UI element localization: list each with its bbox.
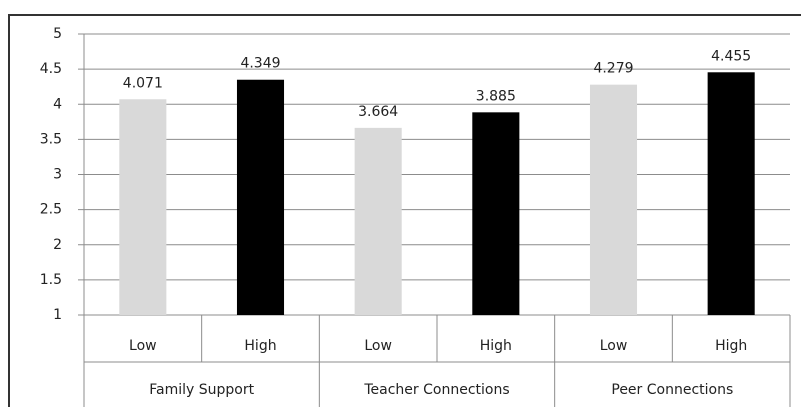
y-tick-label: 3.5	[40, 131, 62, 147]
x-tick-label: High	[244, 338, 276, 354]
bar	[707, 72, 755, 315]
value-label: 4.279	[593, 61, 633, 77]
y-tick-label: 3	[53, 167, 62, 183]
value-label: 4.455	[711, 48, 751, 64]
y-tick-label: 2.5	[40, 202, 62, 218]
bar	[119, 99, 167, 315]
y-tick-label: 1	[53, 307, 62, 323]
group-label: Teacher Connections	[363, 382, 509, 398]
value-label: 4.071	[123, 75, 163, 91]
bar	[472, 112, 520, 315]
chart-frame	[8, 14, 801, 407]
group-label: Family Support	[149, 382, 254, 398]
x-tick-label: Low	[364, 338, 392, 354]
x-tick-label: High	[715, 338, 747, 354]
value-label: 4.349	[240, 56, 280, 72]
y-tick-label: 5	[53, 26, 62, 42]
y-tick-label: 2	[53, 237, 62, 253]
value-label: 3.885	[476, 88, 516, 104]
bar	[589, 84, 638, 315]
y-tick-label: 4.5	[40, 61, 62, 77]
y-tick-label: 4	[53, 96, 62, 112]
group-label: Peer Connections	[611, 382, 733, 398]
x-tick-label: Low	[600, 338, 628, 354]
bar	[236, 79, 285, 315]
x-tick-label: Low	[129, 338, 157, 354]
x-tick-label: High	[480, 338, 512, 354]
value-label: 3.664	[358, 104, 398, 120]
bar	[354, 127, 402, 315]
y-tick-label: 1.5	[40, 272, 62, 288]
